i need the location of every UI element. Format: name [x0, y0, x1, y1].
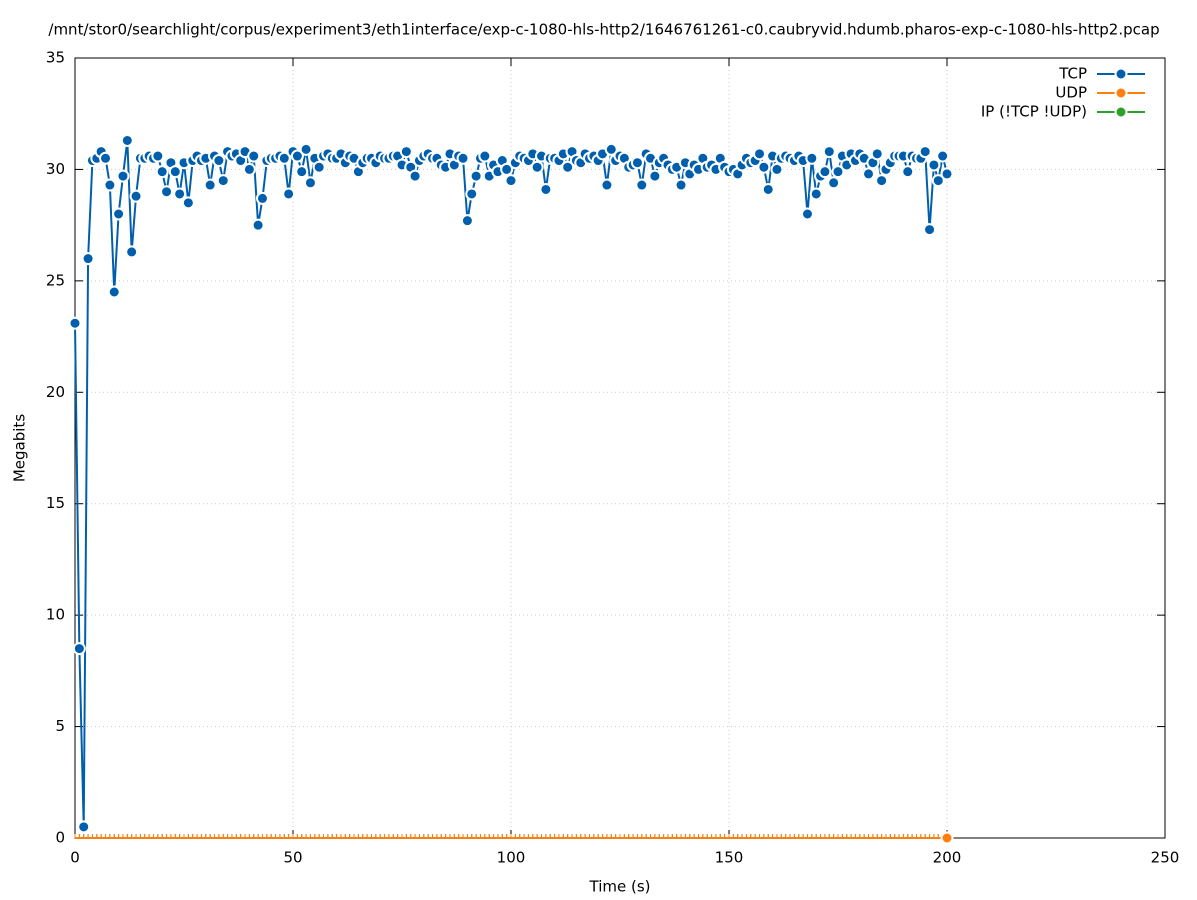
data-point [630, 156, 644, 170]
y-tick-label: 25 [46, 271, 65, 289]
data-point [478, 149, 492, 163]
data-point [247, 149, 261, 163]
data-point [255, 191, 269, 205]
y-tick-label: 15 [46, 494, 65, 512]
data-point [299, 142, 313, 156]
legend-label: IP (!TCP !UDP) [981, 103, 1087, 121]
data-point [805, 151, 819, 165]
data-point [303, 176, 317, 190]
data-point [120, 133, 134, 147]
data-point [212, 154, 226, 168]
data-point [648, 169, 662, 183]
data-point [818, 165, 832, 179]
y-tick-label: 10 [46, 606, 65, 624]
data-point [312, 160, 326, 174]
x-tick-label: 150 [715, 849, 744, 867]
data-point [604, 142, 618, 156]
data-point [77, 820, 91, 834]
data-point [757, 160, 771, 174]
data-point [923, 223, 937, 237]
data-point [160, 185, 174, 199]
y-tick-label: 0 [55, 829, 65, 847]
legend-label: TCP [1058, 65, 1087, 83]
data-point [862, 167, 876, 181]
data-point [875, 174, 889, 188]
data-point [504, 174, 518, 188]
data-point [870, 147, 884, 161]
legend-marker [1114, 67, 1128, 81]
data-point [155, 165, 169, 179]
data-point [125, 245, 139, 259]
data-point [800, 207, 814, 221]
data-point [116, 169, 130, 183]
data-point [465, 187, 479, 201]
data-point [173, 187, 187, 201]
data-point [290, 149, 304, 163]
data-point [242, 162, 256, 176]
data-point [456, 151, 470, 165]
chart-title: /mnt/stor0/searchlight/corpus/experiment… [48, 21, 1159, 39]
data-point [831, 165, 845, 179]
data-point [295, 165, 309, 179]
x-tick-label: 0 [70, 849, 80, 867]
data-point [770, 162, 784, 176]
x-tick-label: 50 [283, 849, 302, 867]
data-point [761, 182, 775, 196]
y-tick-label: 30 [46, 160, 65, 178]
y-tick-label: 35 [46, 49, 65, 67]
data-point [251, 218, 265, 232]
data-point [753, 147, 767, 161]
x-tick-label: 200 [933, 849, 962, 867]
data-point [561, 160, 575, 174]
legend-marker [1114, 105, 1128, 119]
data-point [901, 165, 915, 179]
data-point [107, 285, 121, 299]
data-point [151, 149, 165, 163]
data-point [539, 182, 553, 196]
data-point [408, 169, 422, 183]
data-point [600, 178, 614, 192]
y-axis-label: Megabits [11, 414, 29, 482]
data-point [103, 178, 117, 192]
data-point [936, 149, 950, 163]
x-tick-label: 250 [1151, 849, 1180, 867]
y-tick-label: 5 [55, 717, 65, 735]
data-point [81, 252, 95, 266]
data-point [940, 167, 954, 181]
x-tick-label: 100 [497, 849, 526, 867]
data-point [500, 162, 514, 176]
data-point [674, 178, 688, 192]
data-point [460, 214, 474, 228]
data-point [112, 207, 126, 221]
y-tick-label: 20 [46, 383, 65, 401]
data-point [216, 174, 230, 188]
x-axis-label: Time (s) [589, 878, 651, 896]
data-point [99, 151, 113, 165]
data-point [168, 165, 182, 179]
data-point [399, 145, 413, 159]
data-point [635, 178, 649, 192]
data-point [940, 831, 954, 845]
data-point [931, 174, 945, 188]
data-point [129, 189, 143, 203]
data-point [72, 642, 86, 656]
data-point [469, 169, 483, 183]
data-point [822, 145, 836, 159]
data-point [809, 187, 823, 201]
data-point [277, 151, 291, 165]
legend-label: UDP [1055, 84, 1087, 102]
data-point [918, 145, 932, 159]
data-point [203, 178, 217, 192]
data-point [181, 196, 195, 210]
data-point [282, 187, 296, 201]
data-point [927, 158, 941, 172]
data-point [68, 316, 82, 330]
legend-marker [1114, 86, 1128, 100]
data-point [530, 160, 544, 174]
data-point [827, 176, 841, 190]
